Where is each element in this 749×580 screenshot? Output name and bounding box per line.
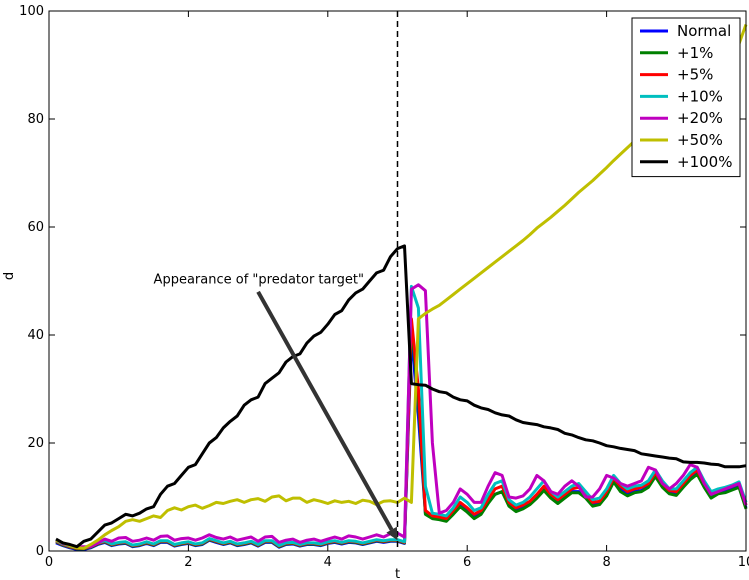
annotation: Appearance of "predator target": [154, 273, 398, 541]
annotation-arrow: [256, 290, 394, 531]
series-layer: [55, 23, 748, 551]
x-tick-label-5: 10: [738, 555, 749, 570]
x-tick-label-0: 0: [45, 555, 53, 570]
legend-label-5: +50%: [677, 131, 723, 149]
legend-label-0: Normal: [677, 22, 731, 40]
annotation-text: Appearance of "predator target": [154, 273, 364, 288]
y-tick-label-4: 80: [27, 112, 44, 127]
x-axis-label: t: [395, 567, 400, 580]
series-line-1: [55, 322, 748, 551]
legend-label-3: +10%: [677, 87, 723, 105]
series-line-3: [55, 284, 748, 550]
y-tick-label-2: 40: [27, 328, 44, 343]
legend-label-2: +5%: [677, 66, 713, 84]
x-tick-label-1: 2: [184, 555, 192, 570]
x-tick-label-3: 6: [463, 555, 471, 570]
legend-label-4: +20%: [677, 109, 723, 127]
legend-label-1: +1%: [677, 44, 713, 62]
series-line-5: [55, 23, 748, 550]
y-axis-label: d: [2, 272, 17, 280]
y-tick-label-3: 60: [27, 220, 44, 235]
y-tick-label-5: 100: [19, 4, 44, 19]
legend: Normal +1% +5% +10% +20% +50% +100%: [631, 17, 741, 178]
legend-label-6: +100%: [677, 153, 732, 171]
plot-frame: [48, 10, 747, 552]
annotation-arrowhead: [386, 526, 398, 541]
series-line-4: [55, 283, 748, 549]
series-line-6: [55, 244, 747, 549]
x-tick-label-4: 8: [602, 555, 610, 570]
series-line-2: [55, 317, 748, 550]
x-tick-label-2: 4: [324, 555, 332, 570]
ticks-layer: 0246810020406080100: [19, 4, 749, 570]
y-tick-label-0: 0: [36, 544, 44, 559]
y-tick-label-1: 20: [27, 436, 44, 451]
